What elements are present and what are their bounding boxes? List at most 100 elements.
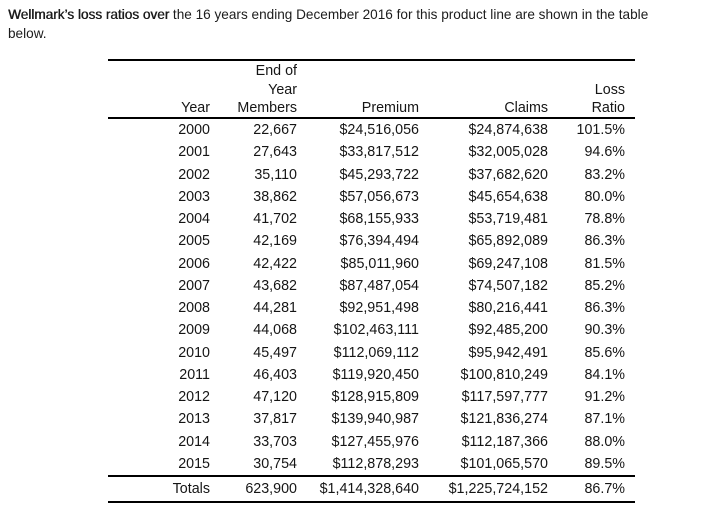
table-body: 2000 22,667 $24,516,056 $24,874,638 101.… bbox=[108, 119, 635, 475]
cell-premium: $127,455,976 bbox=[331, 433, 419, 450]
cell-premium: $102,463,111 bbox=[333, 322, 419, 339]
cell-members: 46,403 bbox=[253, 366, 297, 383]
cell-members: 27,643 bbox=[253, 144, 297, 161]
cell-loss-ratio: 83.2% bbox=[584, 166, 625, 183]
header-year: Year bbox=[181, 100, 210, 116]
intro-paragraph: Wellmark’s loss ratios over the 16 years… bbox=[8, 5, 710, 43]
cell-premium: $76,394,494 bbox=[339, 233, 419, 250]
totals-claims: $1,225,724,152 bbox=[448, 481, 548, 497]
cell-claims: $69,247,108 bbox=[468, 255, 548, 272]
cell-premium: $85,011,960 bbox=[340, 255, 419, 272]
header-loss-ratio: Loss Ratio bbox=[591, 81, 625, 117]
cell-loss-ratio: 85.2% bbox=[584, 277, 625, 294]
cell-members: 41,702 bbox=[253, 211, 297, 227]
cell-claims: $32,005,028 bbox=[468, 144, 548, 161]
cell-premium: $45,293,722 bbox=[339, 166, 419, 183]
cell-year: 2002 bbox=[178, 166, 210, 183]
cell-loss-ratio: 89.5% bbox=[584, 455, 625, 472]
cell-year: 2011 bbox=[179, 366, 210, 383]
cell-premium: $87,487,054 bbox=[339, 277, 419, 294]
cell-year: 2006 bbox=[178, 255, 210, 272]
cell-premium: $112,069,112 bbox=[333, 344, 419, 361]
table-row: 2008 44,281 $92,951,498 $80,216,441 86.3… bbox=[108, 297, 635, 319]
loss-ratio-table: Year End of Year Members Premium Claims … bbox=[108, 59, 635, 503]
totals-members: 623,900 bbox=[245, 481, 297, 497]
table-row: 2001 27,643 $33,817,512 $32,005,028 94.6… bbox=[108, 141, 635, 163]
cell-members: 33,703 bbox=[253, 433, 297, 450]
totals-label: Totals bbox=[172, 481, 210, 497]
cell-members: 44,068 bbox=[253, 322, 297, 339]
cell-year: 2013 bbox=[178, 411, 210, 428]
cell-year: 2015 bbox=[178, 455, 210, 472]
totals-premium: $1,414,328,640 bbox=[319, 481, 419, 497]
cell-claims: $101,065,570 bbox=[460, 455, 548, 472]
cell-claims: $37,682,620 bbox=[468, 166, 548, 183]
cell-claims: $95,942,491 bbox=[468, 344, 548, 361]
cell-members: 35,110 bbox=[254, 166, 297, 183]
table-row: 2000 22,667 $24,516,056 $24,874,638 101.… bbox=[108, 119, 635, 141]
table-row: 2014 33,703 $127,455,976 $112,187,366 88… bbox=[108, 431, 635, 453]
table-row: 2007 43,682 $87,487,054 $74,507,182 85.2… bbox=[108, 275, 635, 297]
cell-loss-ratio: 80.0% bbox=[584, 188, 625, 205]
cell-claims: $117,597,777 bbox=[461, 389, 548, 405]
cell-loss-ratio: 90.3% bbox=[584, 322, 625, 339]
cell-loss-ratio: 86.3% bbox=[584, 300, 625, 316]
cell-claims: $45,654,638 bbox=[468, 188, 548, 205]
table-row: 2010 45,497 $112,069,112 $95,942,491 85.… bbox=[108, 342, 635, 364]
cell-loss-ratio: 94.6% bbox=[584, 144, 625, 161]
table-header-row: Year End of Year Members Premium Claims … bbox=[108, 59, 635, 119]
cell-loss-ratio: 84.1% bbox=[584, 366, 625, 383]
header-claims: Claims bbox=[504, 100, 548, 116]
cell-year: 2012 bbox=[178, 389, 210, 405]
cell-premium: $139,940,987 bbox=[331, 411, 419, 428]
cell-members: 42,169 bbox=[253, 233, 297, 250]
cell-loss-ratio: 85.6% bbox=[584, 344, 625, 361]
cell-year: 2007 bbox=[178, 277, 210, 294]
cell-year: 2004 bbox=[178, 211, 210, 227]
intro-line-2: below. bbox=[8, 26, 47, 41]
cell-loss-ratio: 81.5% bbox=[584, 255, 625, 272]
cell-loss-ratio: 86.3% bbox=[584, 233, 625, 250]
cell-premium: $68,155,933 bbox=[339, 211, 419, 227]
cell-members: 22,667 bbox=[253, 122, 297, 138]
cell-premium: $24,516,056 bbox=[339, 122, 419, 138]
cell-year: 2008 bbox=[178, 300, 210, 316]
table-totals-row: Totals 623,900 $1,414,328,640 $1,225,724… bbox=[108, 475, 635, 503]
cell-loss-ratio: 78.8% bbox=[584, 211, 625, 227]
header-premium: Premium bbox=[361, 100, 419, 116]
cell-premium: $92,951,498 bbox=[339, 300, 419, 316]
cell-members: 43,682 bbox=[253, 277, 297, 294]
cell-claims: $112,187,366 bbox=[461, 433, 548, 450]
cell-year: 2000 bbox=[178, 122, 210, 138]
cell-members: 37,817 bbox=[253, 411, 297, 428]
cell-year: 2010 bbox=[178, 344, 210, 361]
cell-premium: $128,915,809 bbox=[331, 389, 419, 405]
cell-members: 47,120 bbox=[253, 389, 297, 405]
cell-loss-ratio: 87.1% bbox=[584, 411, 625, 428]
cell-members: 42,422 bbox=[253, 255, 297, 272]
table-row: 2006 42,422 $85,011,960 $69,247,108 81.5… bbox=[108, 253, 635, 275]
cell-year: 2005 bbox=[178, 233, 210, 250]
cell-loss-ratio: 88.0% bbox=[584, 433, 625, 450]
cell-premium: $57,056,673 bbox=[339, 188, 419, 205]
cell-claims: $53,719,481 bbox=[468, 211, 548, 227]
cell-year: 2001 bbox=[178, 144, 210, 161]
cell-premium: $112,878,293 bbox=[332, 455, 419, 472]
table-row: 2004 41,702 $68,155,933 $53,719,481 78.8… bbox=[108, 208, 635, 230]
table-row: 2011 46,403 $119,920,450 $100,810,249 84… bbox=[108, 364, 635, 386]
intro-rest-text: the 16 years ending December 2016 for th… bbox=[169, 7, 649, 22]
header-end-of-year-members: End of Year Members bbox=[237, 63, 297, 116]
totals-loss-ratio: 86.7% bbox=[584, 481, 625, 497]
cell-claims: $100,810,249 bbox=[460, 366, 548, 383]
cell-claims: $74,507,182 bbox=[468, 277, 548, 294]
cell-premium: $33,817,512 bbox=[339, 144, 419, 161]
table-row: 2002 35,110 $45,293,722 $37,682,620 83.2… bbox=[108, 164, 635, 186]
table-row: 2012 47,120 $128,915,809 $117,597,777 91… bbox=[108, 386, 635, 408]
cell-claims: $24,874,638 bbox=[468, 122, 548, 138]
cell-members: 45,497 bbox=[253, 344, 297, 361]
table-row: 2013 37,817 $139,940,987 $121,836,274 87… bbox=[108, 408, 635, 430]
table-row: 2005 42,169 $76,394,494 $65,892,089 86.3… bbox=[108, 230, 635, 252]
cell-members: 30,754 bbox=[253, 455, 297, 472]
table-row: 2015 30,754 $112,878,293 $101,065,570 89… bbox=[108, 453, 635, 475]
cell-loss-ratio: 101.5% bbox=[576, 122, 626, 138]
